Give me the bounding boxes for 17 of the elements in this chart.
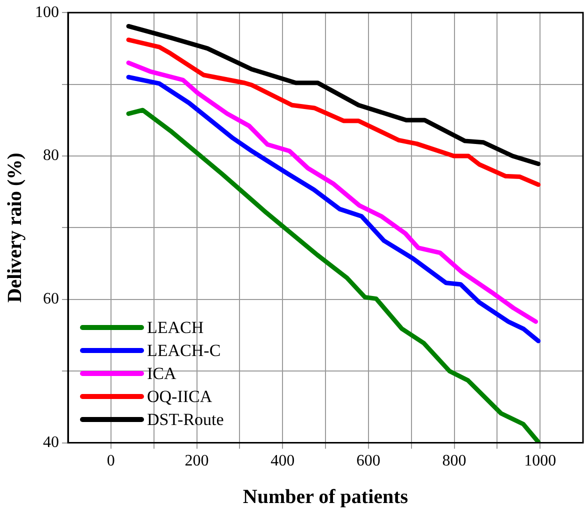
x-tick-label: 200 [184,452,209,470]
x-tick-label: 600 [356,452,380,470]
x-tick-label: 800 [442,452,466,470]
x-tick-label: 1000 [524,452,556,470]
legend-label: LEACH-C [147,340,221,362]
legend-label: OQ-IICA [147,386,212,408]
x-axis-title: Number of patients [242,486,408,508]
legend-label: DST-Route [147,408,224,431]
legend-label: LEACH [147,316,204,339]
y-tick-label: 60 [43,290,59,308]
y-tick-label: 100 [35,4,59,21]
y-axis-title: Delivery raio (%) [4,152,26,303]
x-tick-label: 0 [106,452,115,470]
x-tick-label: 400 [270,452,295,470]
y-tick-label: 40 [43,434,59,452]
y-tick-label: 80 [43,147,59,164]
legend-label: ICA [147,362,176,385]
